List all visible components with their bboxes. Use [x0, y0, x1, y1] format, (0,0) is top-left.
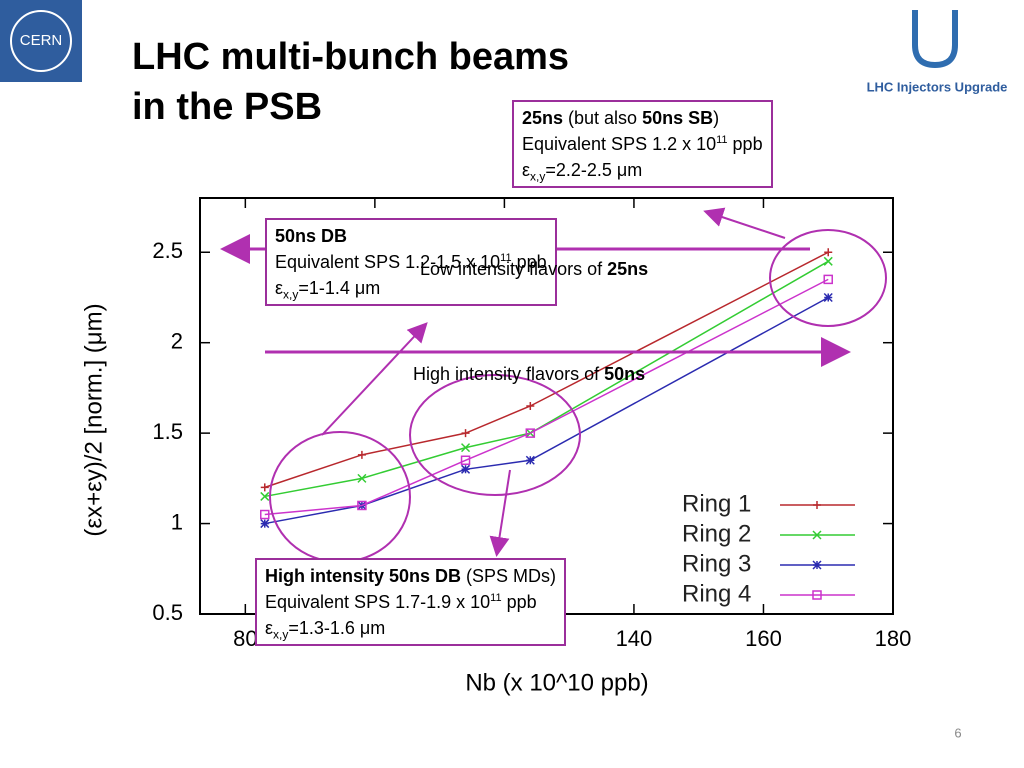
marker — [260, 491, 270, 501]
text-segment: ppb — [511, 252, 547, 272]
series-line — [264, 278, 829, 516]
liu-logo-text: LHC Injectors Upgrade — [867, 79, 1008, 94]
annotation-line: Equivalent SPS 1.2 x 1011 ppb — [522, 131, 763, 157]
y-tick-label: 0.5 — [152, 600, 183, 625]
annotation-line: εx,y=1.3-1.6 μm — [265, 615, 556, 641]
legend-label: Ring 4 — [682, 580, 751, 607]
y-tick-label: 2.5 — [152, 238, 183, 263]
annotation-line: εx,y=2.2-2.5 μm — [522, 157, 763, 183]
annotation-line: 50ns DB — [275, 223, 547, 249]
marker — [357, 473, 367, 483]
marker — [260, 519, 270, 529]
legend-label: Ring 2 — [682, 520, 751, 547]
x-axis-label: Nb (x 10^10 ppb) — [465, 669, 648, 696]
text-segment: 50ns — [604, 364, 646, 384]
annotation-box: 50ns DB Equivalent SPS 1.2-1.5 x 1011 ppb… — [265, 218, 557, 306]
marker — [357, 500, 367, 511]
text-segment: x,y — [530, 169, 546, 184]
text-segment: Equivalent SPS 1.2 x 10 — [522, 134, 717, 154]
arrow — [703, 207, 786, 239]
marker — [823, 292, 833, 303]
page-number: 6 — [954, 725, 961, 740]
annotation-line: Equivalent SPS 1.7-1.9 x 1011 ppb — [265, 589, 556, 615]
legend-label: Ring 3 — [682, 550, 751, 577]
text-segment: Low intensity flavors of — [420, 259, 608, 279]
text-segment: x,y — [273, 627, 289, 642]
marker — [823, 274, 833, 285]
marker — [525, 455, 535, 465]
x-tick-label: 140 — [616, 626, 653, 651]
annotation-line: εx,y=1-1.4 μm — [275, 275, 547, 301]
marker — [260, 509, 270, 520]
text-segment: ε — [522, 160, 531, 180]
text-segment: High intensity flavors of — [413, 364, 605, 384]
marker — [525, 428, 536, 438]
cern-logo — [0, 0, 82, 82]
cern-logo-text: CERN — [20, 32, 63, 49]
ellipse — [269, 431, 411, 563]
ellipse — [769, 229, 887, 327]
annotation-label: Low intensity flavors of 25ns — [420, 259, 648, 280]
title-line: LHC multi-bunch beams — [132, 36, 570, 78]
annotation-label: High intensity flavors of 50ns — [413, 364, 645, 385]
annotation-box: High intensity 50ns DB (SPS MDs) Equivale… — [255, 558, 567, 646]
annotation-line: High intensity flavors of 50ns — [413, 364, 645, 385]
marker — [813, 501, 821, 509]
y-axis-label: (εx+εy)/2 [norm.] (μm) — [80, 303, 107, 536]
marker — [824, 248, 833, 257]
text-segment: ppb — [501, 592, 537, 612]
text-segment: High intensity 50ns DB — [265, 566, 462, 586]
text-segment: 11 — [500, 252, 512, 264]
annotation-line: Low intensity flavors of 25ns — [420, 259, 648, 280]
x-tick-label: 160 — [745, 626, 782, 651]
arrow — [489, 469, 511, 557]
title-line: in the PSB — [132, 86, 323, 128]
legend-label: Ring 1 — [682, 490, 751, 517]
y-tick-label: 1 — [171, 509, 183, 534]
text-segment: 11 — [490, 592, 502, 604]
text-segment: ppb — [727, 134, 763, 154]
arrow — [321, 322, 428, 436]
text-segment: 25ns — [522, 108, 564, 128]
y-tick-label: 1.5 — [152, 419, 183, 444]
marker — [357, 450, 366, 459]
marker — [812, 590, 822, 600]
text-segment: 11 — [716, 134, 728, 146]
marker — [461, 429, 470, 438]
text-segment: 25ns — [607, 259, 649, 279]
annotation-line: 25ns (but also 50ns SB) — [522, 105, 763, 131]
slide-title: LHC multi-bunch beams in the PSB — [132, 32, 569, 132]
text-segment: Equivalent SPS 1.2-1.5 x 10 — [275, 252, 501, 272]
text-segment: x,y — [283, 287, 299, 302]
marker — [461, 464, 471, 474]
liu-logo — [912, 10, 958, 69]
x-tick-label: 180 — [875, 626, 912, 651]
annotation-line: Equivalent SPS 1.2-1.5 x 1011 ppb — [275, 249, 547, 275]
text-segment: ε — [265, 618, 274, 638]
text-segment: =2.2-2.5 μm — [545, 160, 643, 180]
marker — [461, 443, 471, 453]
text-segment: (but also — [563, 108, 643, 128]
text-segment: =1.3-1.6 μm — [288, 618, 386, 638]
y-tick-label: 2 — [171, 329, 183, 354]
marker — [812, 530, 822, 540]
text-segment: ) — [713, 108, 720, 128]
annotation-box: 25ns (but also 50ns SB) Equivalent SPS 1.… — [512, 100, 773, 188]
marker — [812, 560, 822, 570]
text-segment: ε — [275, 278, 284, 298]
text-segment: Equivalent SPS 1.7-1.9 x 10 — [265, 592, 491, 612]
marker — [823, 256, 833, 266]
annotation-line: High intensity 50ns DB (SPS MDs) — [265, 563, 556, 589]
cern-logo-ring — [10, 10, 72, 72]
marker — [260, 483, 269, 492]
ellipse — [409, 374, 581, 496]
x-tick-label: 80 — [233, 626, 257, 651]
text-segment: 50ns SB — [642, 108, 714, 128]
marker — [526, 402, 535, 410]
marker — [460, 455, 471, 466]
text-segment: (SPS MDs) — [461, 566, 557, 586]
text-segment: 50ns DB — [275, 226, 348, 246]
text-segment: =1-1.4 μm — [298, 278, 381, 298]
